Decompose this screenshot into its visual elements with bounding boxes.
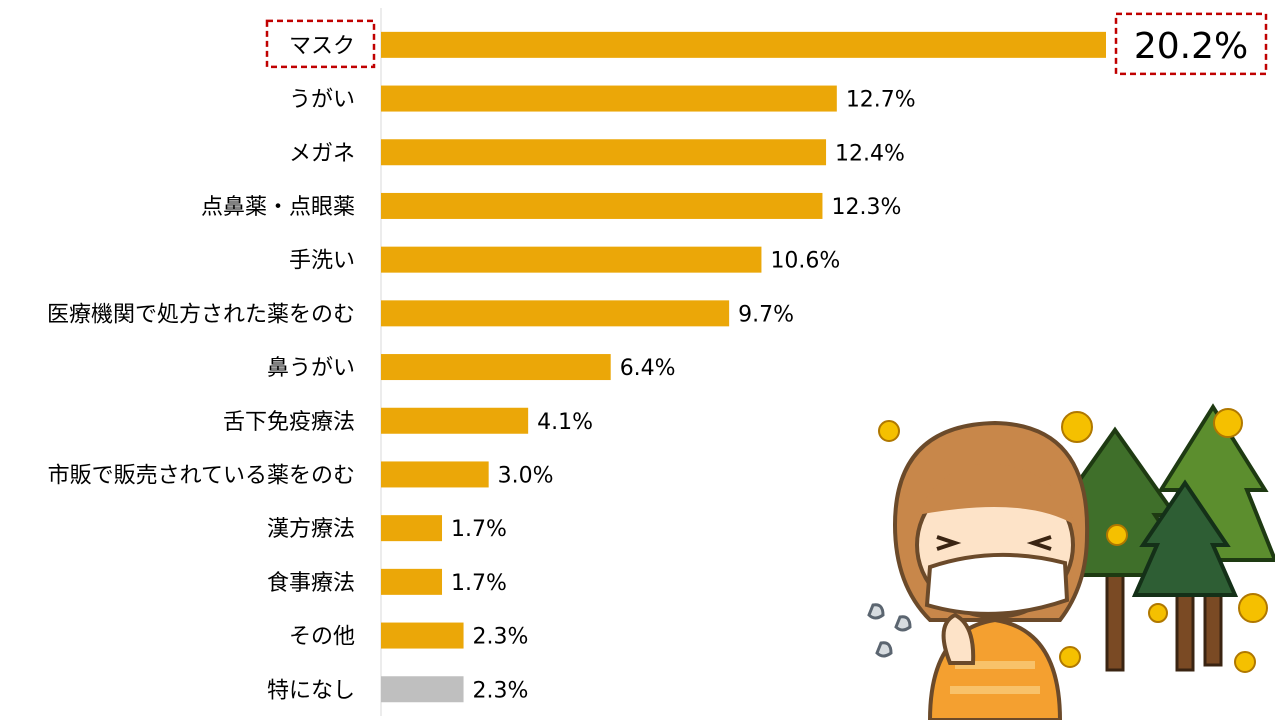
value-label: 3.0% — [498, 463, 554, 488]
bar — [381, 676, 464, 703]
bar — [381, 85, 837, 112]
value-label: 6.4% — [620, 356, 676, 381]
category-label: マスク — [289, 34, 355, 59]
category-label: うがい — [289, 88, 355, 113]
value-label: 12.7% — [846, 88, 916, 113]
category-label: 点鼻薬・点眼薬 — [201, 195, 355, 220]
value-label: 12.3% — [831, 195, 901, 220]
value-label: 20.2% — [1134, 26, 1248, 67]
highlight-box-label — [265, 19, 376, 69]
category-label: 医療機関で処方された薬をのむ — [47, 302, 355, 327]
bar — [381, 139, 827, 166]
woman-figure — [892, 420, 1090, 720]
bar — [381, 515, 443, 542]
value-label: 12.4% — [835, 141, 905, 166]
value-label: 9.7% — [738, 302, 794, 327]
category-label: 舌下免疫療法 — [223, 410, 355, 435]
hay-fever-illustration — [867, 403, 1275, 720]
category-label: 手洗い — [289, 249, 355, 274]
bar — [381, 31, 1106, 58]
highlight-box-value — [1114, 12, 1268, 76]
sweat-drop-icon — [867, 603, 912, 658]
tree-icon — [1131, 479, 1239, 672]
category-label: 鼻うがい — [267, 356, 355, 381]
bar — [381, 461, 489, 488]
bar — [381, 354, 611, 381]
category-label: 食事療法 — [267, 571, 355, 596]
bar — [381, 622, 464, 649]
pollen-icon — [878, 408, 1268, 673]
value-label: 1.7% — [451, 571, 507, 596]
category-label: 漢方療法 — [267, 517, 355, 542]
bar — [381, 300, 730, 327]
value-label: 2.3% — [473, 678, 529, 703]
value-label: 1.7% — [451, 517, 507, 542]
category-label: 特になし — [267, 678, 355, 703]
category-label: 市販で販売されている薬をのむ — [48, 463, 355, 488]
bar — [381, 192, 823, 219]
bar — [381, 246, 762, 273]
value-label: 10.6% — [770, 249, 840, 274]
bar — [381, 407, 529, 434]
category-label: メガネ — [289, 141, 355, 166]
category-label: その他 — [289, 625, 355, 650]
value-label: 2.3% — [473, 625, 529, 650]
value-label: 4.1% — [537, 410, 593, 435]
bar — [381, 568, 443, 595]
